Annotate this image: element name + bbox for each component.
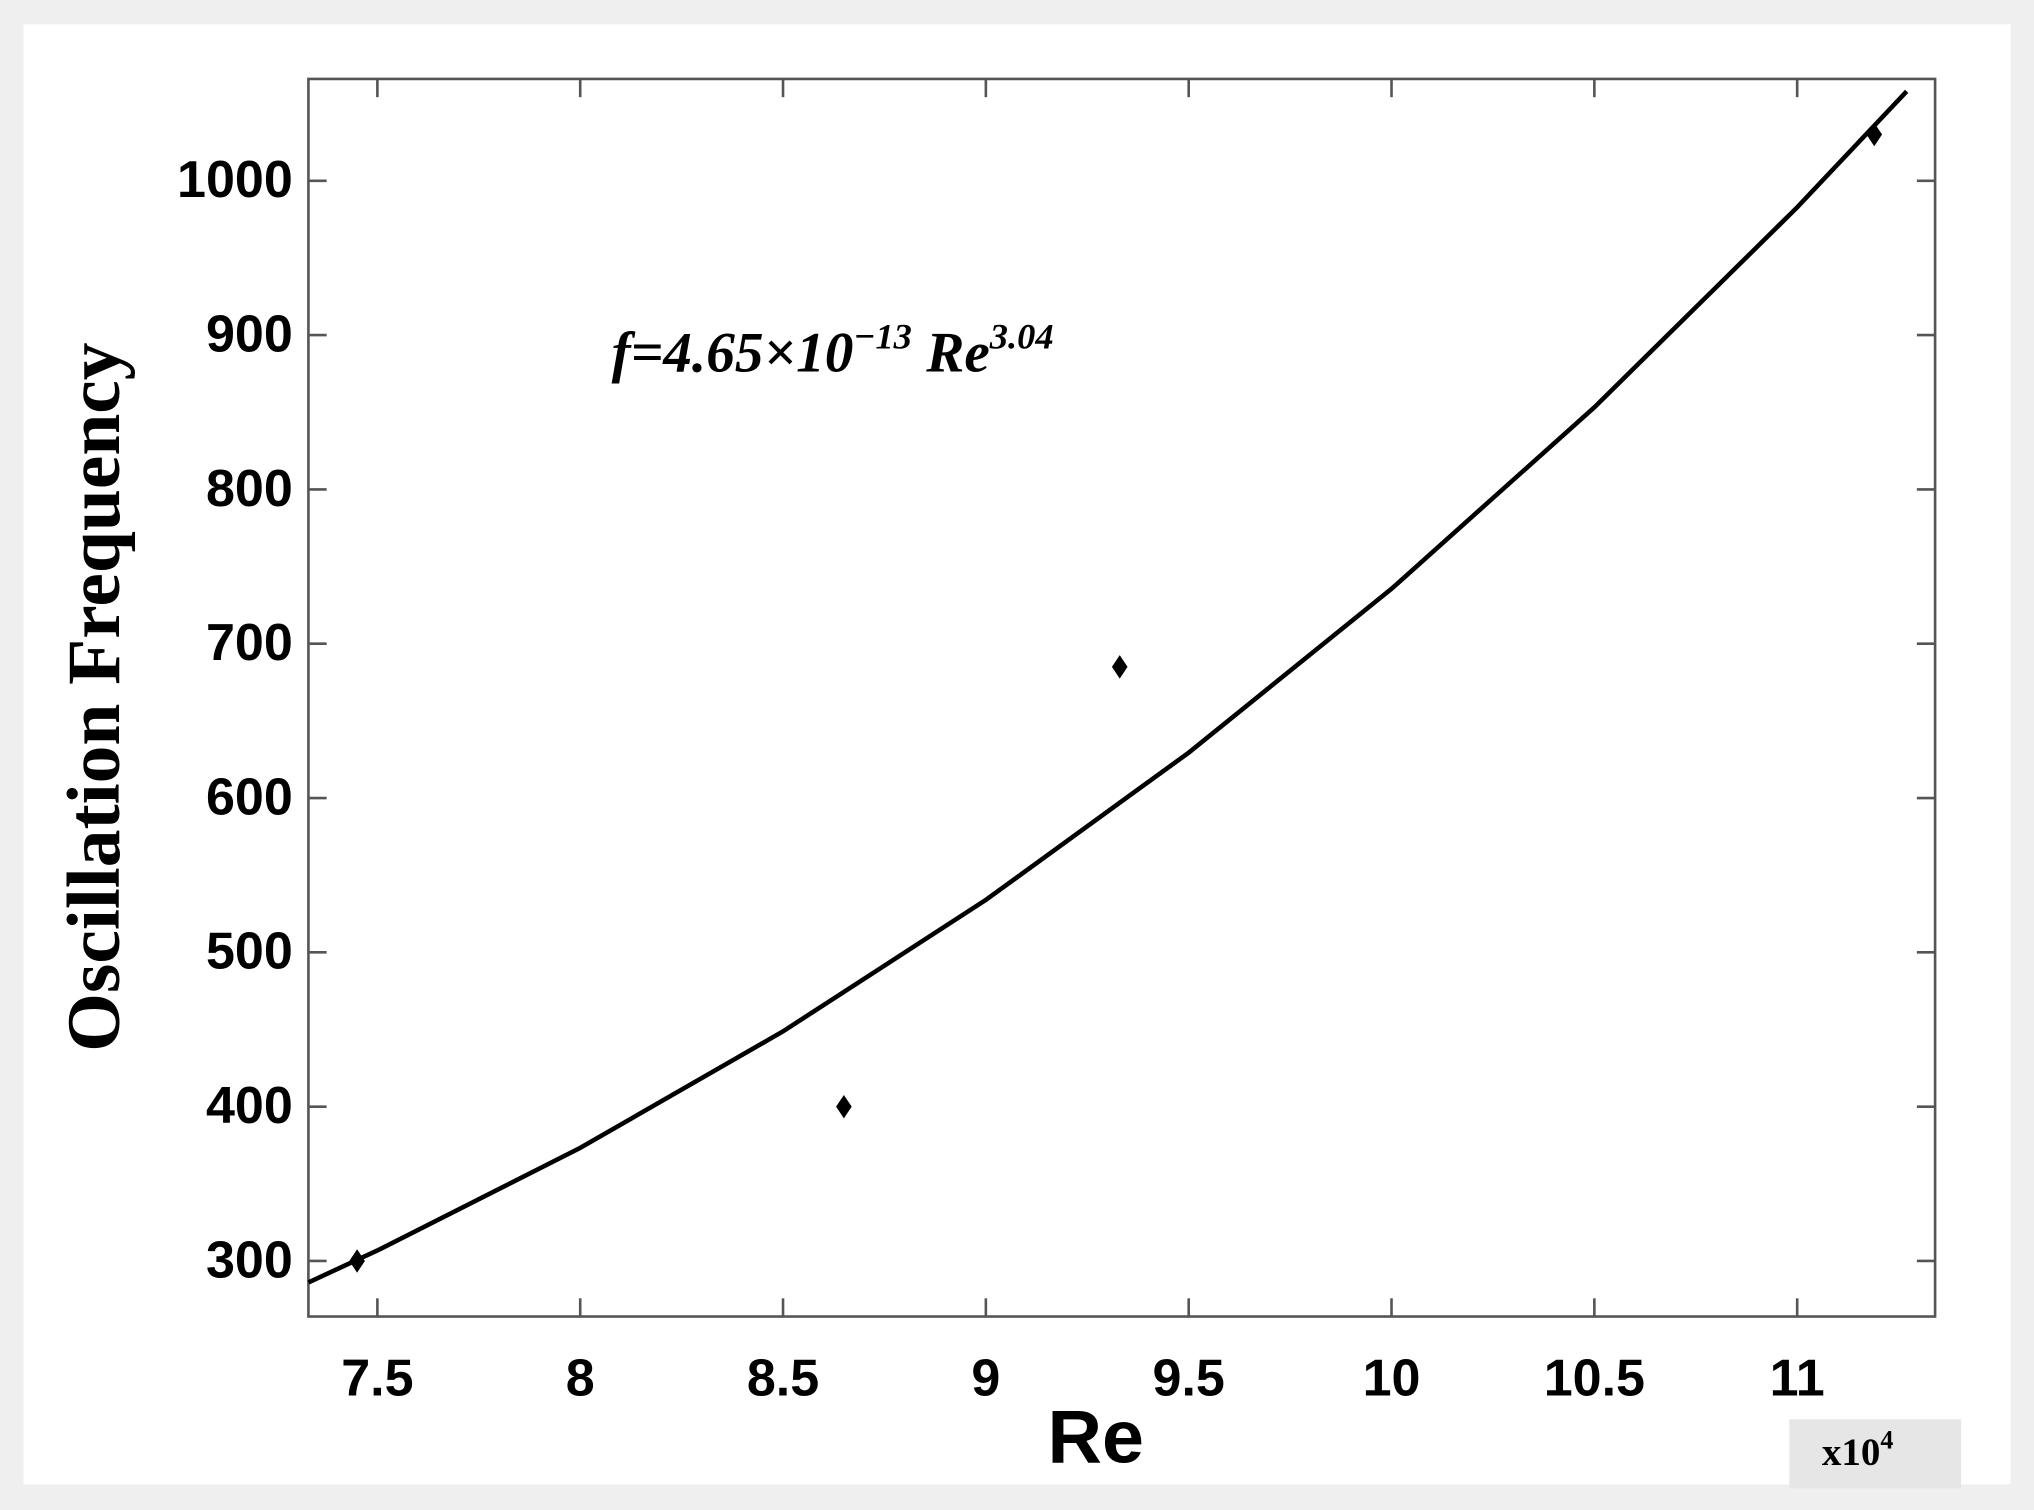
y-tick-label: 800 [206,460,293,518]
y-tick-label: 900 [206,305,293,363]
x-axis-label: Re [1047,1395,1143,1479]
y-tick-label: 400 [206,1077,293,1135]
multiplier-exponent: 4 [1880,1426,1893,1455]
x-tick-label: 10 [1363,1349,1421,1407]
equation-exponent: 3.04 [989,317,1054,357]
x-tick-label: 8 [566,1349,595,1407]
data-point [836,1094,852,1119]
x-tick-label: 9.5 [1153,1349,1225,1407]
y-tick-label: 500 [206,923,293,981]
x-tick-label: 8.5 [747,1349,819,1407]
equation-exponent: −13 [853,317,912,357]
x-tick-label: 7.5 [341,1349,413,1407]
data-point [1111,655,1128,679]
x-tick-label: 11 [1770,1349,1825,1407]
y-axis-label: Oscillation Frequency [53,342,136,1051]
x-tick-label: 10.5 [1544,1349,1645,1407]
y-tick-label: 1000 [177,151,293,209]
equation-base: f=4.65×10 [612,322,854,385]
x-tick-label: 9 [971,1349,1000,1407]
multiplier-box [1789,1419,1962,1489]
equation-variable: Re [912,322,990,385]
x-multiplier: x104 [1822,1426,1894,1474]
fit-equation: f=4.65×10−13 Re3.04 [612,317,1054,385]
plot-area [307,77,1937,1318]
y-tick-label: 300 [206,1231,293,1289]
fit-curve [307,89,1909,1285]
multiplier-base: x10 [1822,1431,1881,1474]
y-tick-label: 600 [206,768,293,826]
y-tick-label: 700 [206,614,293,672]
